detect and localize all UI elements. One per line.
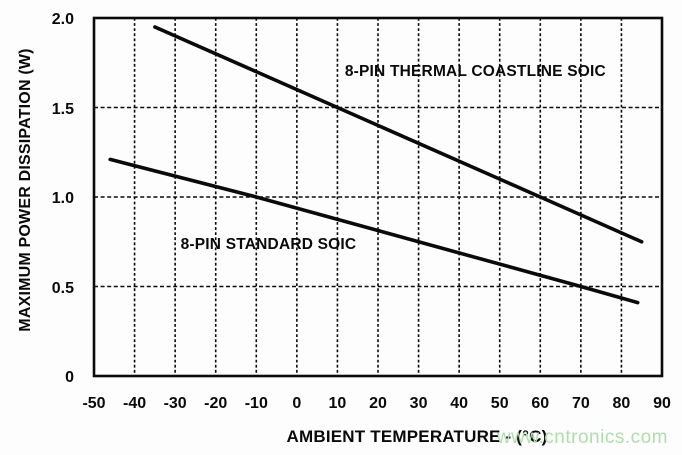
x-tick-label: -30	[163, 395, 187, 412]
series-line-0	[153, 25, 644, 244]
x-tick-label: 80	[612, 395, 631, 412]
y-tick-label: 2.0	[51, 11, 74, 28]
series-label-1: 8-PIN STANDARD SOIC	[180, 236, 357, 254]
x-tick-label: 10	[328, 395, 347, 412]
y-tick-label: 0	[65, 369, 74, 386]
x-tick-label: -40	[123, 395, 147, 412]
x-tick-label: -50	[82, 395, 106, 412]
y-tick-label: 1.0	[51, 190, 74, 207]
watermark: www.cntronics.com	[496, 427, 668, 448]
y-tick-label: 0.5	[51, 279, 74, 297]
x-axis-title: AMBIENT TEMPERATURE - (°C)	[286, 427, 548, 446]
plot-border	[92, 16, 664, 378]
x-tick-label: 50	[490, 395, 509, 412]
series-label-0: 8-PIN THERMAL COASTLINE SOIC	[344, 62, 606, 80]
x-tick-label: 90	[653, 395, 671, 412]
y-tick-label: 1.5	[51, 100, 74, 118]
x-tick-label: 30	[409, 395, 428, 412]
x-tick-label: 0	[292, 395, 302, 412]
x-tick-label: 20	[369, 395, 387, 412]
x-tick-label: 40	[450, 395, 469, 412]
x-tick-label: -10	[244, 395, 268, 412]
x-tick-label: 70	[571, 395, 590, 412]
x-tick-label: 60	[531, 395, 550, 412]
x-tick-label: -20	[204, 395, 228, 412]
series-line-1	[108, 157, 640, 305]
